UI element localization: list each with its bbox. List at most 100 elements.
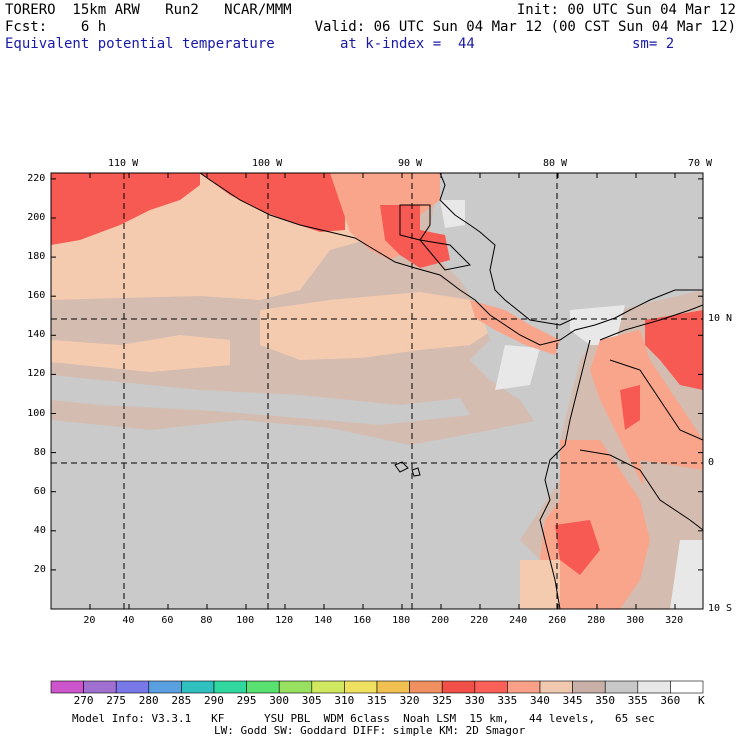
colorbar-label: 335 [497, 694, 518, 707]
colorbar-swatch [539, 680, 573, 694]
colorbar-label: 315 [367, 694, 387, 707]
colorbar-label: 340 [530, 694, 550, 707]
forecast-hour: Fcst: 6 h [5, 19, 107, 35]
field-hot-guatemala [380, 205, 450, 268]
colorbar-label: 360 [660, 694, 681, 707]
x-tick-label: 220 [470, 615, 489, 626]
init-time: Init: 00 UTC Sun 04 Mar 12 [516, 2, 736, 18]
colorbar-swatch [637, 680, 671, 694]
valid-time: Valid: 06 UTC Sun 04 Mar 12 (00 CST Sun … [314, 19, 736, 35]
colorbar-swatch [148, 680, 182, 694]
x-tick-label: 100 [236, 615, 255, 626]
field-name: Equivalent potential temperature [5, 36, 275, 52]
lat-label-10s: 10 S [708, 603, 733, 614]
lon-label-100w: 100 W [252, 158, 283, 169]
field-hot-peru [555, 520, 600, 575]
colorbar-unit: K [698, 694, 705, 707]
plot-frame [50, 172, 704, 610]
map-field [51, 173, 703, 609]
y-tick-label: 120 [27, 368, 46, 380]
colorbar-label: 310 [334, 694, 355, 707]
model-title: TORERO 15km ARW Run2 NCAR/MMM [5, 2, 292, 18]
colorbar-swatch [344, 680, 378, 694]
colorbar-label: 275 [106, 694, 127, 707]
x-tick-label: 240 [509, 615, 528, 626]
colorbar-swatch [115, 680, 150, 694]
x-tick-label: 20 [83, 615, 96, 626]
field-light-mid2 [51, 335, 230, 372]
colorbar-label: 350 [595, 694, 616, 707]
field-hot-mexico [200, 173, 345, 232]
field-hot-andes [620, 385, 640, 430]
colorbar-swatch [50, 680, 84, 694]
y-tick-label: 40 [33, 524, 46, 536]
colorbar-swatch [507, 680, 541, 694]
colorbar-swatch [213, 680, 247, 694]
coastlines [199, 173, 703, 609]
field-hot-colombia [645, 310, 703, 390]
colorbar-swatch [409, 680, 443, 694]
colorbar-swatch [376, 680, 410, 694]
lat-label-10n: 10 N [708, 313, 733, 324]
colorbar-swatch [83, 680, 117, 694]
x-tick-label: 160 [353, 615, 372, 626]
colorbar-label: 305 [301, 694, 322, 707]
x-tick-label: 200 [431, 615, 450, 626]
colorbar-swatch [311, 680, 345, 694]
lat-label-0: 0 [708, 457, 715, 468]
field-hot-nw [51, 173, 200, 245]
field-warm-costarica [470, 300, 560, 355]
x-tick-label: 280 [587, 615, 606, 626]
y-tick-label: 20 [33, 563, 46, 575]
lon-label-70w: 70 W [688, 158, 713, 169]
x-tick-label: 320 [665, 615, 684, 626]
colorbar-swatch [181, 680, 215, 694]
y-tick-label: 60 [33, 485, 46, 497]
field-light-sw [520, 560, 560, 609]
field-gray-east [430, 173, 703, 440]
colorbar-swatch [246, 680, 280, 694]
colorbar-label: 280 [138, 694, 159, 707]
colorbar-label: 320 [399, 694, 420, 707]
colorbar-label: 295 [236, 694, 257, 707]
colorbar-label: 300 [269, 694, 290, 707]
axis-ticks [51, 173, 703, 609]
y-tick-label: 200 [27, 212, 46, 223]
x-tick-label: 40 [122, 615, 135, 626]
colorbar-swatch [670, 680, 704, 694]
colorbar-swatch [572, 680, 606, 694]
colorbar-label: 345 [562, 694, 583, 707]
colorbar-label: 270 [73, 694, 94, 707]
colorbar-swatch [474, 680, 508, 694]
smoothing-info: sm= 2 [632, 36, 675, 52]
x-tick-label: 300 [626, 615, 645, 626]
x-tick-label: 260 [548, 615, 567, 626]
x-tick-label: 120 [275, 615, 294, 626]
model-info: Model Info: V3.3.1 KF YSU PBL WDM 6class… [72, 712, 655, 725]
x-tick-label: 140 [314, 615, 333, 626]
field-gray-band [51, 375, 470, 425]
colorbar-label: 325 [432, 694, 453, 707]
lon-label-90w: 90 W [398, 158, 423, 169]
field-pale-belize [440, 200, 465, 228]
y-tick-label: 160 [27, 290, 46, 302]
field-pale-se [670, 540, 703, 609]
colorbar-label: 355 [627, 694, 648, 707]
colorbar [50, 680, 704, 694]
x-tick-label: 60 [161, 615, 174, 626]
field-warm-ecuador [540, 440, 650, 609]
colorbar-swatch [278, 680, 313, 694]
colorbar-label: 285 [171, 694, 192, 707]
lon-label-80w: 80 W [543, 158, 568, 169]
y-tick-label: 220 [27, 172, 46, 184]
colorbar-label: 330 [464, 694, 485, 707]
graticule [51, 173, 703, 609]
colorbar-swatch [604, 680, 639, 694]
y-tick-label: 140 [27, 329, 46, 341]
lon-label-110w: 110 W [108, 158, 139, 169]
colorbar-swatch [441, 680, 476, 694]
x-tick-label: 80 [200, 615, 213, 626]
colorbar-label: 290 [204, 694, 224, 707]
y-tick-label: 80 [33, 446, 46, 458]
field-light-mid [260, 292, 500, 360]
